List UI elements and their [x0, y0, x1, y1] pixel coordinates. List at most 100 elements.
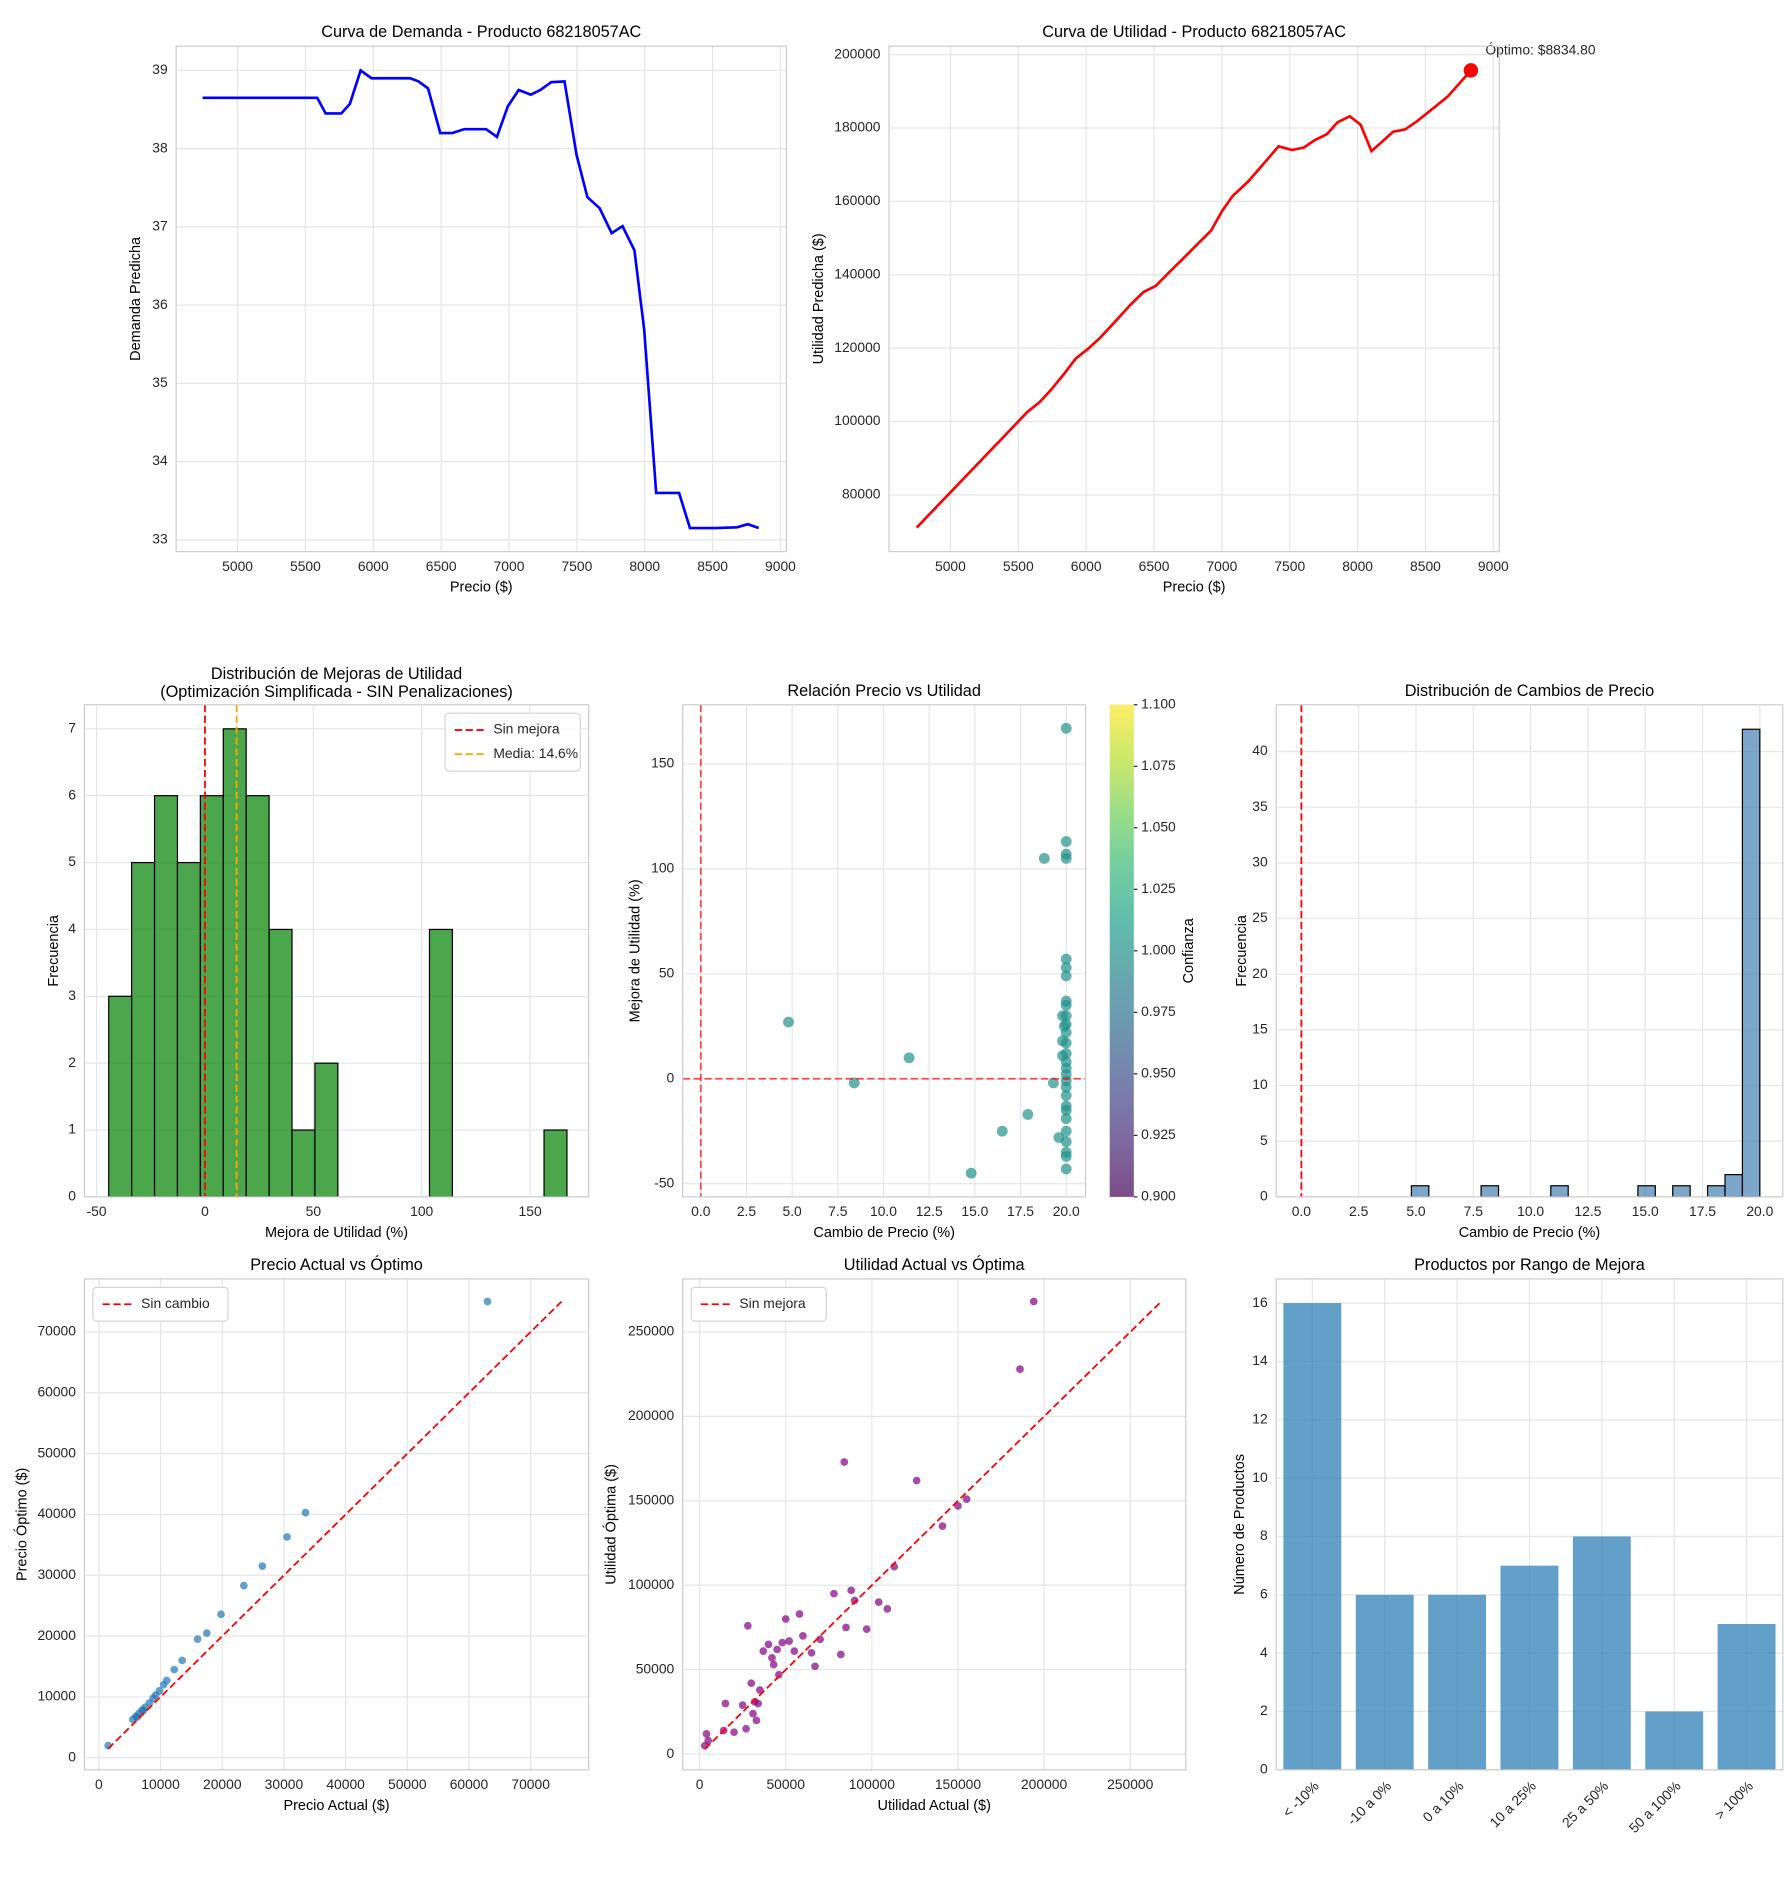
scatter-point [848, 1077, 860, 1089]
bar [1283, 1303, 1342, 1770]
colorbar-tick-label: 0.925 [1141, 1126, 1176, 1142]
x-tick-label: 0 [696, 1776, 704, 1792]
scatter-point [1060, 1113, 1072, 1125]
line [202, 68, 760, 530]
scatter-point [1047, 1077, 1059, 1089]
scatter-point [483, 1297, 492, 1306]
scatter-point [768, 1654, 776, 1662]
scatter-point [1058, 1020, 1070, 1032]
x-tick-label: 0 a 10% [1419, 1778, 1466, 1825]
scatter-point [1060, 962, 1072, 973]
y-tick-label: 150 [651, 755, 674, 771]
x-axis-label: Precio ($) [1163, 580, 1226, 596]
scatter-point [764, 1640, 773, 1649]
histogram-bar [222, 728, 247, 1198]
y-tick-label: 34 [152, 452, 168, 468]
scatter-point [1060, 722, 1072, 734]
scatter-point [883, 1605, 892, 1613]
x-axis-label: Utilidad Actual ($) [878, 1798, 991, 1814]
x-tick-label: 100000 [849, 1776, 896, 1792]
colorbar-tick-label: 1.100 [1141, 695, 1176, 711]
x-tick-label: 5500 [290, 558, 321, 574]
x-tick-label: 50000 [766, 1776, 805, 1792]
scatter-point [759, 1647, 768, 1655]
x-tick-label: 10.0 [870, 1203, 897, 1219]
x-tick-label: 5.0 [1406, 1203, 1426, 1219]
reference-line [704, 1300, 1162, 1750]
scatter-point [1060, 970, 1072, 982]
reference-line [107, 1300, 563, 1750]
y-tick-label: 6 [1260, 1585, 1268, 1601]
y-tick-label: 200000 [628, 1407, 675, 1423]
plot-area [1276, 704, 1783, 1197]
y-tick-label: 180000 [834, 119, 881, 135]
scatter-point [754, 1699, 763, 1708]
x-tick-label: 20.0 [1746, 1203, 1773, 1219]
scatter-point [752, 1716, 761, 1725]
y-tick-label: 37 [152, 218, 168, 234]
scatter-point [1060, 836, 1072, 848]
y-tick-label: 14 [1252, 1352, 1268, 1368]
x-tick-label: 20.0 [1053, 1203, 1080, 1219]
optimum-point [1463, 63, 1479, 78]
scatter-point [842, 1623, 850, 1632]
scatter-point [807, 1648, 816, 1657]
scatter-point [193, 1635, 202, 1644]
scatter-point [1060, 1104, 1072, 1116]
x-tick-label: 50000 [388, 1776, 427, 1792]
x-tick-label: 17.5 [1689, 1203, 1716, 1219]
scatter-point [996, 1125, 1008, 1137]
y-tick-label: 100000 [628, 1576, 675, 1592]
y-axis-label: Frecuencia [1234, 914, 1250, 987]
histogram-bar [1672, 1185, 1691, 1198]
colorbar-tick-label: 0.950 [1141, 1065, 1176, 1081]
legend-label: Sin cambio [141, 1295, 210, 1311]
scatter-point [1060, 1081, 1072, 1093]
y-tick-label: 33 [152, 530, 168, 546]
y-tick-label: 35 [152, 374, 168, 390]
x-tick-label: 17.5 [1007, 1203, 1034, 1219]
scatter-point [756, 1686, 764, 1694]
y-axis-label: Utilidad Óptima ($) [602, 1464, 619, 1585]
x-tick-label: < -10% [1279, 1778, 1322, 1821]
plot-frame [83, 704, 590, 1198]
scatter-point [155, 1686, 164, 1695]
chart-title: Utilidad Actual vs Óptima [844, 1255, 1026, 1274]
legend-label: Sin mejora [493, 721, 560, 737]
x-tick-label: 0.0 [1292, 1203, 1312, 1219]
scatter-point [1038, 852, 1050, 864]
scatter-point [1060, 852, 1072, 864]
y-tick-label: 15 [1252, 1021, 1268, 1037]
scatter-point [965, 1167, 977, 1179]
y-axis-label: Precio Óptimo ($) [14, 1468, 31, 1581]
scatter-point [170, 1665, 179, 1674]
x-tick-label: 8000 [629, 558, 660, 574]
x-tick-label: 200000 [1021, 1776, 1068, 1792]
histogram-bar [1480, 1185, 1500, 1198]
x-tick-label: 15.0 [961, 1203, 988, 1219]
plot-frame [83, 1278, 590, 1771]
bar [1717, 1623, 1776, 1770]
y-tick-label: 200000 [834, 45, 881, 61]
scatter-point [178, 1656, 187, 1665]
x-tick-label: 30000 [265, 1776, 304, 1792]
y-tick-label: 10 [1252, 1076, 1268, 1092]
legend-label: Media: 14.6% [493, 745, 578, 761]
y-tick-label: 36 [152, 296, 168, 312]
y-tick-label: 30 [1252, 854, 1268, 870]
histogram-bar [1637, 1185, 1656, 1198]
scatter-point [874, 1598, 883, 1606]
plot-frame [1275, 1278, 1784, 1771]
y-tick-label: 25 [1252, 909, 1268, 925]
x-tick-label: 9000 [1478, 558, 1509, 574]
x-tick-label: 10000 [141, 1776, 180, 1792]
x-tick-label: 7.5 [828, 1203, 848, 1219]
y-tick-label: 39 [152, 61, 168, 77]
x-tick-label: 20000 [203, 1776, 242, 1792]
scatter-point [773, 1645, 781, 1654]
x-tick-label: 50 [306, 1203, 322, 1219]
scatter-point [962, 1495, 971, 1503]
x-tick-label: 0.0 [691, 1203, 711, 1219]
scatter-point [162, 1676, 171, 1685]
y-tick-label: 38 [152, 139, 168, 155]
